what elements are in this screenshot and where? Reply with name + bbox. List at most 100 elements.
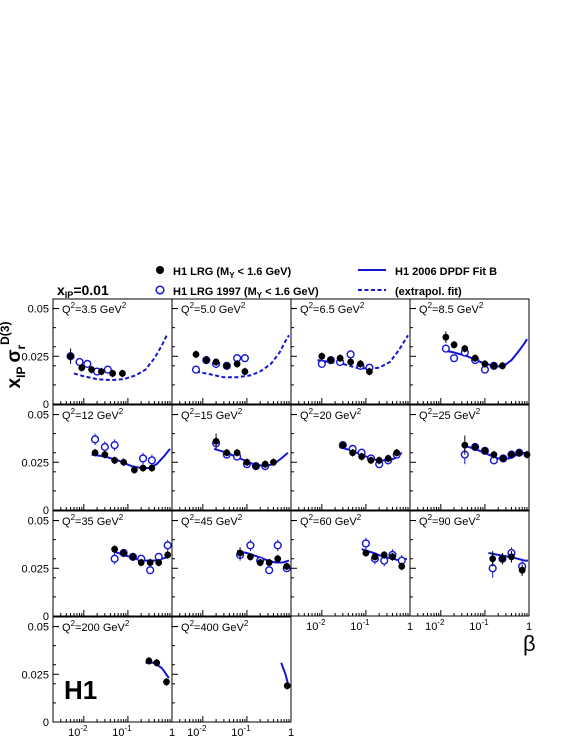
x-tick-label: 10-2 [306,618,326,633]
lrg-point [481,447,489,455]
panel-q2-Q: Q [181,304,190,316]
x-tick-label-exponent: -1 [362,618,370,627]
panel-q2-label: Q2=15 GeV2 [181,407,243,422]
lrg-point [523,451,531,459]
legend-label-lrg1997: H1 LRG 1997 (M [173,286,257,298]
lrg-point [461,345,469,353]
panel-q2-usup: 2 [357,407,362,416]
panel-5: Q2=15 GeV2 [171,404,292,511]
lrg1997-point [163,541,172,550]
lrg-point [499,555,506,563]
panel-q2-usup: 2 [357,513,362,522]
x-tick-label-base: 10 [187,727,199,739]
legend-label-fitb: H1 2006 DPDF Fit B [395,266,497,278]
svg-text:H1 LRG 1997 (MY < 1.6 GeV): H1 LRG 1997 (MY < 1.6 GeV) [173,286,319,300]
panel-q2-sup: 2 [309,301,314,310]
panel-q2-sup: 2 [309,407,314,416]
lrg-point [261,460,269,468]
lrg1997-point [103,365,112,374]
lrg1997-point [146,566,155,575]
legend-label-lrg1997-end: < 1.6 GeV) [262,286,319,298]
panel-q2-label: Q2=12 GeV2 [62,407,124,422]
x-tick-label-exponent: -1 [243,724,251,733]
panel-2: Q2=6.5 GeV2 [290,298,411,405]
lrg-point [192,350,200,358]
x-tick-label-base: 10 [231,727,243,739]
lrg-point [137,559,145,566]
lrg-point [318,352,326,360]
lrg-point [153,659,161,667]
extrapolated-fit-curve [195,334,290,379]
legend-label-lrg-sub: Y [229,271,235,280]
lrg-point [202,356,210,364]
y-tick-label: 0.05 [28,410,49,422]
panel-q2-label: Q2=200 GeV2 [62,619,130,634]
panel-q2-val: =8.5 GeV [432,304,479,316]
lrg-point [358,453,366,460]
panel-q2-sup: 2 [190,301,195,310]
lrg1997-point [240,354,249,363]
lrg-point [88,366,95,374]
lrg-point [490,362,498,370]
panel-q2-sup: 2 [428,301,433,310]
panel-q2-Q: Q [62,304,71,316]
panel-q2-val: =45 GeV [194,516,238,528]
y-tick-label: 0.025 [21,563,49,575]
lrg-point [450,341,458,349]
y-title-sigma-sup: D(3) [0,322,12,345]
lrg-point [111,545,119,553]
lrg-point [236,549,244,557]
legend-marker-lrg1997 [155,285,165,295]
lrg1997-point [191,365,201,374]
panel-frame [409,404,530,511]
panel-q2-usup: 2 [241,301,246,310]
lrg-point [393,449,401,457]
lrg1997-point [449,354,459,363]
x-tick-label-base: 10 [469,621,481,633]
x-tick-label-base: 1 [288,727,294,739]
panel-7: Q2=25 GeV2 [409,404,531,511]
legend-marker-lrg [156,266,164,274]
y-title-sigma-sub: r [14,345,28,350]
panel-q2-Q: Q [181,410,190,422]
lrg-point [499,362,506,370]
panel-frame [171,616,292,723]
x-tick-label: 10-1 [231,724,251,739]
panel-1: Q2=5.0 GeV2 [171,298,292,405]
lrg-point [481,360,489,368]
lrg-point [233,360,241,368]
lrg-point [145,657,153,665]
panel-q2-label: Q2=8.5 GeV2 [419,301,484,316]
panel-q2-usup: 2 [476,407,481,416]
y-tick-label: 0.05 [28,516,49,528]
x-tick-label-base: 1 [407,621,413,633]
x-tick-label-base: 10 [350,621,362,633]
panel-q2-usup: 2 [476,513,481,522]
lrg-point [389,553,396,561]
extrapolated-fit-curve [73,332,169,382]
y-title-x-sub: IP [14,367,28,378]
lrg1997-point [441,344,450,353]
panel-q2-sup: 2 [71,513,76,522]
lrg1997-point [83,359,92,369]
lrg-point [371,553,379,561]
lrg-point [101,451,109,459]
panel-q2-Q: Q [300,516,309,528]
panel-q2-label: Q2=45 GeV2 [181,513,243,528]
panel-q2-val: =6.5 GeV [313,304,360,316]
panel-q2-Q: Q [181,516,190,528]
panel-q2-val: =3.5 GeV [75,304,122,316]
panel-q2-Q: Q [419,410,428,422]
panel-q2-val: =90 GeV [432,516,476,528]
lrg-point [78,364,86,372]
legend-label-extrap: (extrapol. fit) [395,286,462,298]
lrg-point [489,555,497,563]
x-tick-label: 1 [526,621,532,633]
lrg-point [146,559,154,566]
lrg-point [243,458,251,466]
lrg-point [129,553,137,561]
panel-q2-val: =5.0 GeV [194,304,241,316]
lrg-point [367,456,375,464]
